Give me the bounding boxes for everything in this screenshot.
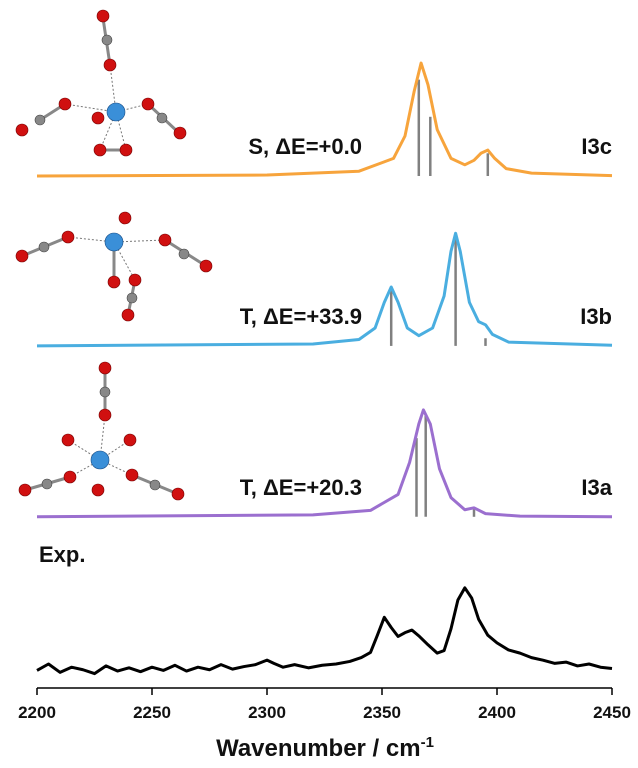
x-label-sup: -1: [421, 734, 434, 751]
spectrum: [37, 63, 612, 176]
series-label: S, ΔE=+0.0: [248, 134, 362, 159]
series-name: I3a: [581, 475, 612, 500]
x-axis-title: Wavenumber / cm-1: [216, 734, 434, 762]
series-label: T, ΔE=+20.3: [240, 475, 362, 500]
x-tick-label: 2400: [478, 703, 516, 722]
spectrum: [37, 233, 612, 346]
chart: Wavenumber / cm-1 2200 2250 2300 2350 2400 24…: [0, 0, 638, 768]
x-tick-label: 2350: [363, 703, 401, 722]
molecule-i3c: [16, 10, 186, 156]
x-tick-label: 2250: [133, 703, 171, 722]
molecule-i3b: [16, 212, 212, 321]
x-tick-label: 2450: [593, 703, 631, 722]
x-tick-label: 2300: [248, 703, 286, 722]
x-label: Wavenumber / cm: [216, 735, 421, 762]
series-name: I3b: [580, 304, 612, 329]
series-label: T, ΔE=+33.9: [240, 304, 362, 329]
molecule-i3a: [19, 362, 184, 500]
series-name: I3c: [581, 134, 612, 159]
series-name: Exp.: [39, 542, 85, 567]
spectrum: [37, 410, 612, 517]
spectrum: [37, 588, 612, 674]
x-tick-label: 2200: [18, 703, 56, 722]
